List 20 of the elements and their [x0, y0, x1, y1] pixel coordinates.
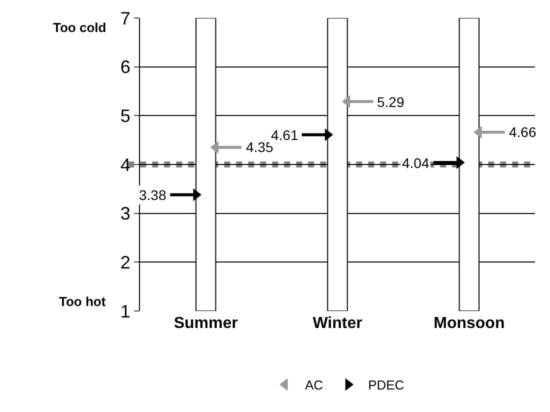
text: Too hot	[59, 294, 106, 309]
y-tick-label: 2	[120, 252, 130, 272]
y-tick-label: 6	[120, 57, 130, 78]
data-label: 4.66	[509, 124, 536, 140]
y-tick-label: 5	[120, 106, 130, 126]
legend-label: AC	[305, 378, 324, 393]
data-label: 5.29	[377, 94, 404, 110]
y-tick-label: 4	[120, 154, 130, 175]
legend-label: PDEC	[368, 378, 404, 393]
text: Too cold	[53, 20, 106, 35]
data-label: 4.61	[271, 127, 298, 143]
x-tick-label: Summer	[174, 315, 238, 332]
data-label: 3.38	[139, 187, 166, 203]
x-tick-label: Monsoon	[434, 315, 505, 332]
y-tick-label: 1	[120, 301, 130, 322]
data-label: 4.35	[246, 139, 274, 155]
y-tick-label: 7	[120, 8, 130, 28]
x-tick-label: Winter	[312, 315, 362, 332]
y-tick-label: 3	[120, 204, 130, 224]
data-label: 4.04	[402, 155, 430, 171]
